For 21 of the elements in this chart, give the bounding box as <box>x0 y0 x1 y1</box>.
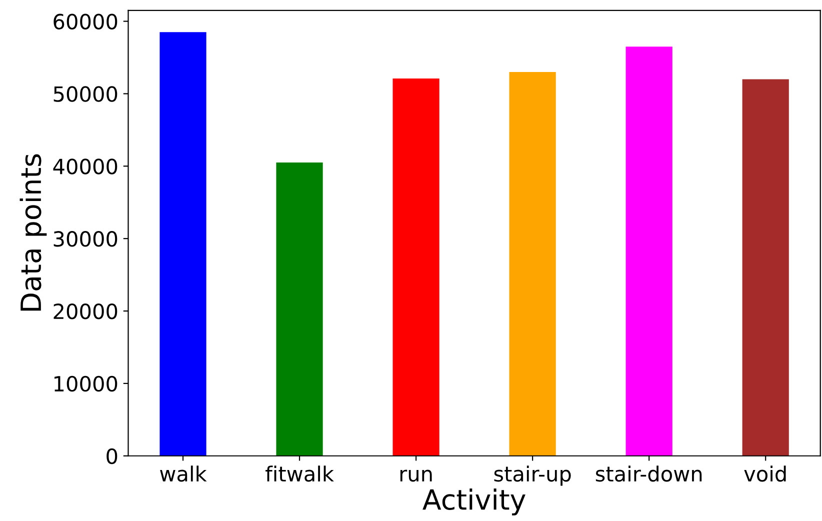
y-axis-title: Data points <box>20 154 47 311</box>
y-tick-label: 50000 <box>54 86 118 102</box>
x-tick-label: stair-up <box>494 466 571 486</box>
x-tick-label: fitwalk <box>266 466 334 482</box>
y-tick-label: 40000 <box>53 158 118 174</box>
y-tick-label: 10000 <box>54 376 118 392</box>
y-tick-label: 20000 <box>54 303 118 320</box>
x-tick-label: stair-down <box>596 466 702 482</box>
y-tick-label: 30000 <box>54 231 118 247</box>
bar <box>392 78 440 456</box>
x-tick-label: run <box>400 470 432 482</box>
x-tick-label: walk <box>160 466 207 482</box>
bar <box>509 72 556 456</box>
bar <box>742 79 789 456</box>
bar <box>626 46 672 456</box>
bar <box>160 32 206 456</box>
bar <box>276 162 323 456</box>
x-axis-title: Activity <box>422 488 526 516</box>
y-tick-label: 0 <box>106 448 118 464</box>
x-tick-label: void <box>744 466 786 482</box>
y-tick-label: 60000 <box>54 14 118 30</box>
